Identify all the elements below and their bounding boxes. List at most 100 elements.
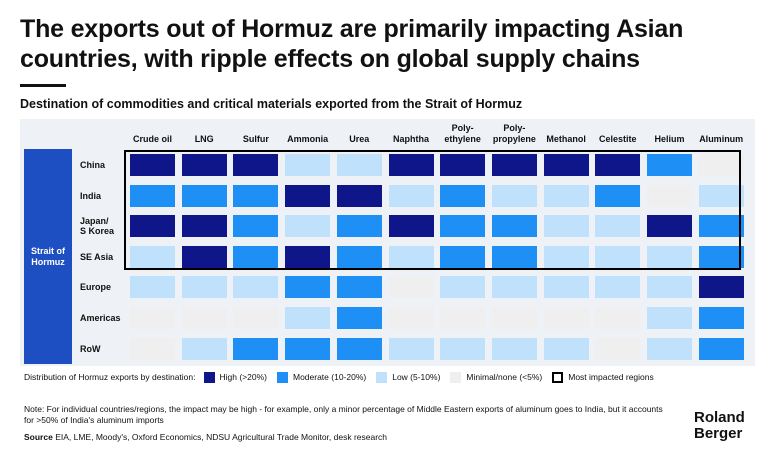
heatmap-cell xyxy=(285,307,331,329)
heatmap-cell xyxy=(285,184,331,207)
heatmap-cell xyxy=(336,337,382,360)
logo-line-2: Berger xyxy=(694,425,743,442)
heatmap-cell xyxy=(336,184,382,207)
row-label: Europe xyxy=(80,282,112,293)
heatmap-cell xyxy=(698,184,744,207)
heatmap-cell xyxy=(647,154,692,176)
heatmap-cell xyxy=(595,276,641,299)
legend-item-moderate: Moderate (10-20%) xyxy=(276,371,367,383)
heatmap-cell xyxy=(285,276,331,299)
heatmap-cell xyxy=(543,337,589,360)
legend-swatch-outline xyxy=(552,371,564,383)
heatmap-cell xyxy=(130,215,175,238)
heatmap-cell xyxy=(595,154,641,176)
row-label: RoW xyxy=(80,343,101,354)
column-label: Aluminum xyxy=(699,134,744,144)
logo-line-1: Roland xyxy=(694,409,745,426)
legend-label-high: High (>20%) xyxy=(219,372,267,382)
heatmap-cell xyxy=(491,215,537,238)
legend: Distribution of Hormuz exports by destin… xyxy=(24,371,664,383)
heatmap-cell xyxy=(336,154,382,176)
heatmap-cell xyxy=(130,337,175,360)
chart-subtitle: Destination of commodities and critical … xyxy=(20,97,523,111)
heatmap-cell xyxy=(130,245,175,268)
column-label: Celestite xyxy=(599,134,637,144)
heatmap-cell xyxy=(388,154,434,176)
heatmap-cell xyxy=(233,184,279,207)
legend-intro: Distribution of Hormuz exports by destin… xyxy=(24,372,196,382)
heatmap-cell xyxy=(130,184,175,207)
row-label: Japan/ S Korea xyxy=(80,216,115,237)
heatmap-cell xyxy=(285,154,331,176)
column-label: Poly- propylene xyxy=(492,123,536,144)
heatmap-cell xyxy=(181,184,227,207)
heatmap-cell xyxy=(181,154,227,176)
row-label: China xyxy=(80,160,106,170)
heatmap-cell xyxy=(491,154,537,176)
column-label: Ammonia xyxy=(287,134,329,144)
legend-label-low: Low (5-10%) xyxy=(392,372,441,382)
heatmap-cell xyxy=(388,276,434,299)
source-label: Source xyxy=(24,432,53,442)
legend-item-outline: Most impacted regions xyxy=(552,371,654,383)
legend-item-high: High (>20%) xyxy=(203,371,267,383)
legend-swatch-moderate xyxy=(276,371,288,383)
footnote: Note: For individual countries/regions, … xyxy=(24,404,663,425)
column-label: Helium xyxy=(654,134,685,144)
heatmap-cell xyxy=(698,245,744,268)
column-label: Poly- ethylene xyxy=(444,123,481,144)
heatmap-cell xyxy=(543,184,589,207)
legend-swatch-low xyxy=(376,371,388,383)
heatmap-cell xyxy=(440,215,486,238)
heatmap-cell xyxy=(595,215,641,238)
heatmap-cell xyxy=(181,337,227,360)
heatmap-cell xyxy=(698,276,744,299)
heatmap-cell xyxy=(130,307,175,329)
heatmap-cell xyxy=(388,337,434,360)
legend-label-outline: Most impacted regions xyxy=(568,372,654,382)
heatmap-cell xyxy=(233,215,279,238)
heatmap-cell xyxy=(336,245,382,268)
heatmap-cell xyxy=(698,337,744,360)
legend-swatch-high xyxy=(203,371,215,383)
heatmap-cell xyxy=(647,307,692,329)
heatmap-cell xyxy=(491,245,537,268)
heatmap-cell xyxy=(130,154,175,176)
heatmap-cell xyxy=(543,276,589,299)
roland-berger-logo: Roland Berger xyxy=(694,410,745,442)
row-label: Americas xyxy=(80,313,121,323)
heatmap-cell xyxy=(336,307,382,329)
heatmap-cell xyxy=(336,276,382,299)
column-label: Crude oil xyxy=(132,134,172,144)
source-line: Source EIA, LME, Moody's, Oxford Economi… xyxy=(24,432,387,442)
heatmap-cell xyxy=(543,245,589,268)
heatmap-cell xyxy=(543,154,589,176)
column-label: Methanol xyxy=(546,134,586,144)
heatmap-cell xyxy=(595,307,641,329)
heatmap-cell xyxy=(336,215,382,238)
legend-label-minimal: Minimal/none (<5%) xyxy=(466,372,543,382)
heatmap-cell xyxy=(285,215,331,238)
legend-item-low: Low (5-10%) xyxy=(376,371,441,383)
heatmap-cell xyxy=(491,307,537,329)
heatmap-cell xyxy=(181,276,227,299)
heatmap-cell xyxy=(491,337,537,360)
heatmap-cell xyxy=(285,245,331,268)
heatmap-cell xyxy=(647,245,692,268)
heatmap-cell xyxy=(388,245,434,268)
heatmap-cell xyxy=(388,215,434,238)
heatmap-cell xyxy=(647,184,692,207)
title-underline xyxy=(20,84,66,87)
heatmap-cell xyxy=(698,154,744,176)
heatmap-cell xyxy=(440,337,486,360)
heatmap-cell xyxy=(233,307,279,329)
column-label: Sulfur xyxy=(242,134,269,144)
heatmap-cell xyxy=(233,276,279,299)
source-text: EIA, LME, Moody's, Oxford Economics, NDS… xyxy=(52,432,388,442)
legend-label-moderate: Moderate (10-20%) xyxy=(292,372,367,382)
heatmap-cell xyxy=(181,245,227,268)
heatmap-cell xyxy=(440,276,486,299)
strait-of-hormuz-label: Strait of Hormuz xyxy=(24,149,72,364)
heatmap-cell xyxy=(440,307,486,329)
heatmap-cell xyxy=(233,245,279,268)
